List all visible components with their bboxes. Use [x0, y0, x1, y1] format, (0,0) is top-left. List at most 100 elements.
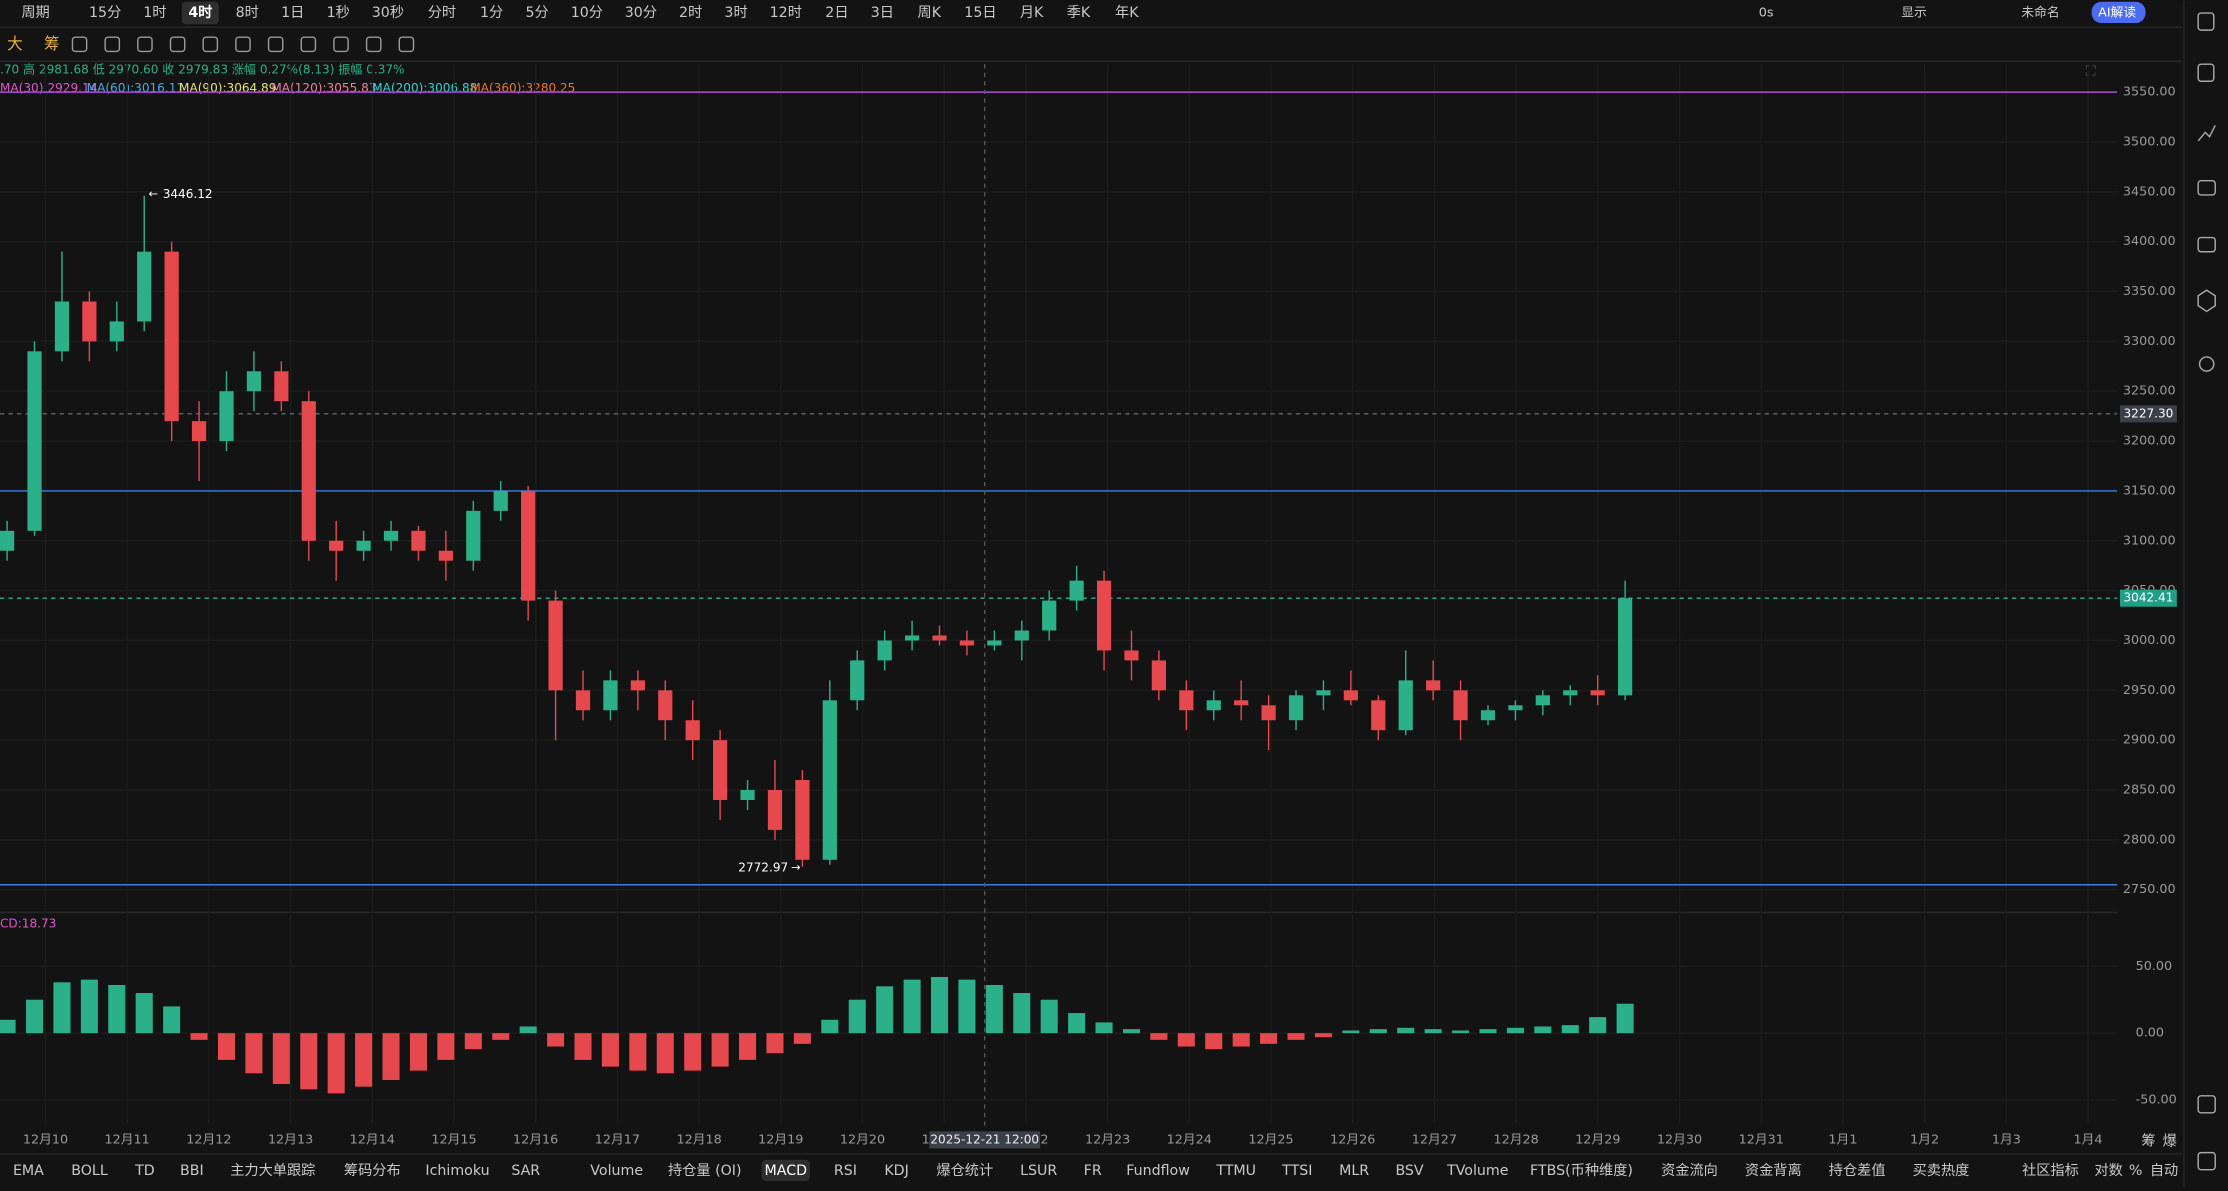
icon[interactable] — [2197, 1151, 2216, 1171]
icon[interactable] — [2197, 12, 2215, 31]
period-tab[interactable]: 2日 — [825, 5, 848, 21]
icon[interactable] — [2197, 63, 2215, 82]
period-tab[interactable]: 1分 — [480, 5, 503, 21]
indicator-tab[interactable]: 对数 — [2094, 1163, 2122, 1179]
indicator-tab[interactable]: EMA — [13, 1163, 44, 1179]
macd-bar — [1561, 1025, 1579, 1034]
expand-icon[interactable]: ⛶ — [2086, 63, 2096, 79]
ai-button[interactable] — [2091, 1, 2146, 24]
draw-tool-icon[interactable] — [104, 36, 121, 53]
draw-tool-icon[interactable] — [365, 36, 382, 53]
toolbar-item[interactable]: 显示 — [1901, 6, 1927, 21]
macd-bar — [1589, 1017, 1607, 1034]
period-tab[interactable]: 12时 — [770, 5, 802, 21]
macd-bar — [382, 1033, 400, 1080]
period-tab[interactable]: 1时 — [143, 5, 166, 21]
macd-bar — [26, 999, 44, 1034]
period-tab[interactable]: 周期 — [21, 5, 49, 21]
icon[interactable] — [2197, 289, 2216, 313]
x-tick-label: 12月31 — [1739, 1132, 1784, 1147]
price-tag — [2120, 589, 2177, 607]
indicator-tab[interactable]: TTSI — [1281, 1163, 1312, 1179]
indicator-tab[interactable]: 自动 — [2150, 1163, 2178, 1179]
macd-bar — [1397, 1027, 1415, 1034]
candle-body — [1590, 690, 1605, 696]
draw-tool-icon[interactable] — [71, 36, 88, 53]
period-tab[interactable]: 30秒 — [372, 5, 404, 21]
icon[interactable] — [2197, 124, 2216, 142]
macd-bar — [1205, 1033, 1223, 1050]
corner-tool[interactable]: 筹 — [2141, 1132, 2155, 1149]
period-tab[interactable]: 15分 — [89, 5, 121, 21]
draw-tool-icon[interactable] — [137, 36, 153, 53]
indicator-tab[interactable]: RSI — [834, 1163, 857, 1179]
period-tab[interactable]: 1秒 — [327, 5, 350, 21]
draw-tool[interactable]: 大 — [7, 34, 23, 53]
indicator-tab[interactable]: MACD — [765, 1163, 808, 1179]
indicator-tab[interactable]: TVolume — [1446, 1163, 1508, 1179]
period-tab[interactable]: 15日 — [964, 5, 996, 21]
period-tab[interactable]: 30分 — [625, 5, 657, 21]
toolbar-item[interactable]: 0s — [1759, 6, 1774, 21]
macd-bar — [327, 1033, 345, 1094]
period-tab[interactable]: 3时 — [724, 5, 747, 21]
draw-tool-icon[interactable] — [300, 36, 317, 53]
indicator-tab[interactable]: KDJ — [884, 1163, 908, 1179]
period-tab[interactable]: 2时 — [679, 5, 702, 21]
draw-tool-icon[interactable] — [333, 36, 349, 53]
indicator-tab[interactable]: FR — [1084, 1163, 1102, 1179]
indicator-tab[interactable]: SAR — [511, 1163, 540, 1179]
period-tab[interactable]: 1日 — [281, 5, 304, 21]
indicator-tab[interactable]: Ichimoku — [425, 1163, 489, 1179]
draw-tool-icon[interactable] — [235, 36, 251, 53]
period-tab[interactable]: 周K — [918, 5, 942, 21]
indicator-tab[interactable]: BBI — [180, 1163, 204, 1179]
right-sidebar — [2197, 12, 2216, 1171]
period-tab[interactable]: 季K — [1067, 5, 1091, 21]
draw-tool[interactable]: 筹 — [44, 34, 60, 53]
indicator-tab[interactable]: 资金背离 — [1745, 1162, 1802, 1179]
indicator-tab[interactable]: BOLL — [71, 1163, 108, 1179]
icon[interactable] — [2197, 236, 2216, 253]
period-tab[interactable]: 年K — [1115, 5, 1139, 21]
indicator-tab[interactable]: 买卖热度 — [1913, 1163, 1970, 1179]
period-tab[interactable]: 8时 — [236, 5, 259, 21]
corner-tool[interactable]: 爆 — [2163, 1133, 2177, 1149]
period-tab[interactable]: 3日 — [871, 5, 894, 21]
period-tab[interactable]: 4时 — [188, 4, 212, 21]
indicator-tab[interactable]: 主力大单跟踪 — [230, 1163, 315, 1179]
macd-bar — [711, 1033, 729, 1067]
indicator-tab[interactable]: Fundflow — [1126, 1163, 1190, 1179]
x-tick-label: 12月11 — [105, 1132, 150, 1147]
macd-bar — [903, 979, 921, 1034]
icon[interactable] — [2197, 180, 2216, 196]
draw-tool-icon[interactable] — [267, 36, 284, 53]
indicator-tab[interactable]: FTBS(币种维度) — [1530, 1163, 1633, 1179]
draw-tool-icon[interactable] — [169, 36, 186, 53]
period-tab[interactable]: 5分 — [525, 5, 548, 21]
indicator-tab[interactable]: MLR — [1339, 1163, 1369, 1179]
draw-tool-icon[interactable] — [202, 36, 219, 53]
indicator-tab[interactable]: 资金流向 — [1661, 1163, 1718, 1179]
indicator-tab[interactable]: 持仓量 (OI) — [668, 1163, 742, 1179]
indicator-tab[interactable]: 爆仓统计 — [936, 1163, 993, 1179]
draw-tool-icon[interactable] — [398, 36, 415, 53]
indicator-tab[interactable]: Volume — [590, 1163, 643, 1179]
toolbar-item[interactable]: 未命名 — [2021, 5, 2059, 21]
icon[interactable] — [2198, 356, 2215, 372]
period-tab[interactable]: 月K — [1020, 5, 1044, 21]
indicator-tab[interactable]: 筹码分布 — [344, 1162, 401, 1179]
indicator-tab[interactable]: 持仓差值 — [1829, 1163, 1886, 1179]
period-tab[interactable]: 分时 — [428, 5, 456, 21]
x-tick-label: 12月15 — [431, 1132, 476, 1147]
toolbar-item[interactable]: AI解读 — [2098, 6, 2136, 21]
period-tab[interactable]: 10分 — [571, 5, 603, 21]
indicator-tab[interactable]: TD — [134, 1163, 155, 1179]
indicator-tab[interactable]: 社区指标 — [2022, 1163, 2079, 1179]
icon[interactable] — [2197, 1095, 2216, 1114]
indicator-tab[interactable]: TTMU — [1215, 1163, 1256, 1179]
indicator-tab[interactable]: % — [2129, 1163, 2142, 1179]
indicator-tab[interactable]: LSUR — [1020, 1163, 1057, 1179]
macd-bar — [1150, 1033, 1168, 1040]
indicator-tab[interactable]: BSV — [1395, 1163, 1423, 1179]
